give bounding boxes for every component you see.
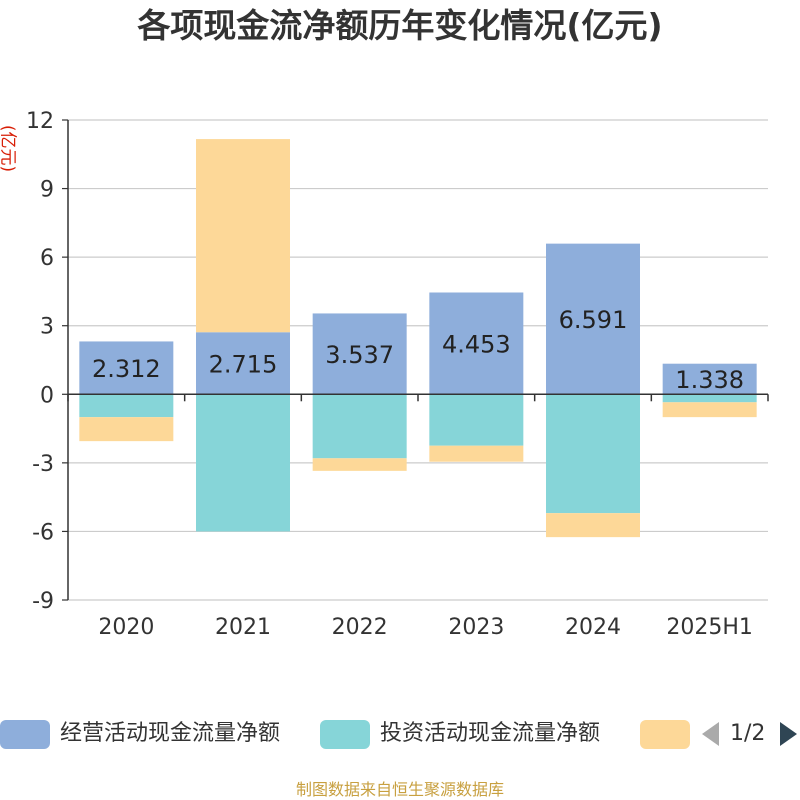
x-tick-label: 2020 bbox=[98, 615, 154, 640]
chart-title: 各项现金流净额历年变化情况(亿元) bbox=[137, 6, 663, 45]
y-tick-label: 12 bbox=[26, 109, 54, 134]
legend-pager: 1/2 bbox=[700, 716, 800, 752]
legend-next-arrow-icon[interactable] bbox=[780, 722, 797, 746]
x-tick-label: 2021 bbox=[215, 615, 271, 640]
bar-segment bbox=[662, 402, 757, 418]
bar-segment bbox=[429, 445, 524, 462]
grid-lines bbox=[68, 119, 768, 601]
bar-segment bbox=[546, 394, 640, 514]
y-tick-label: -3 bbox=[32, 452, 54, 477]
legend: 经营活动现金流量净额 投资活动现金流量净额 1/2 bbox=[0, 716, 800, 752]
data-label: 1.338 bbox=[675, 366, 744, 394]
legend-swatch-operating bbox=[0, 720, 50, 749]
bar-segment bbox=[196, 332, 290, 395]
bar-segment bbox=[662, 394, 757, 403]
data-label: 3.537 bbox=[325, 341, 394, 369]
legend-swatch-investing bbox=[320, 720, 370, 749]
data-labels: 2.312 2.715 3.537 4.453 6.591 1.338 bbox=[92, 306, 744, 394]
y-tick-label: 9 bbox=[40, 178, 54, 203]
y-tick-label: -9 bbox=[32, 589, 54, 614]
legend-prev-arrow-icon[interactable] bbox=[702, 722, 719, 746]
axes: -9 -6 -3 0 3 6 9 12 2020 2021 2022 2023 2024 2025H1 bbox=[26, 109, 769, 640]
bar-segment bbox=[79, 341, 174, 395]
y-tick-label: 3 bbox=[40, 315, 54, 340]
bar-segment bbox=[196, 394, 290, 532]
legend-swatch-financing bbox=[640, 720, 690, 749]
bar-segment bbox=[429, 394, 524, 446]
data-label: 4.453 bbox=[442, 330, 511, 358]
legend-page-indicator: 1/2 bbox=[730, 721, 766, 746]
bar-segment bbox=[429, 292, 524, 395]
data-label: 2.715 bbox=[209, 350, 278, 378]
source-note: 制图数据来自恒生聚源数据库 bbox=[295, 780, 504, 799]
x-tick-label: 2024 bbox=[565, 615, 621, 640]
y-tick-label: 6 bbox=[40, 246, 54, 271]
x-tick-label: 2025H1 bbox=[666, 615, 753, 640]
bar-segment bbox=[79, 394, 174, 418]
bar-segment bbox=[312, 458, 407, 471]
chart-plot: -9 -6 -3 0 3 6 9 12 2020 2021 2022 2023 2024 2025H1 2… bbox=[26, 109, 769, 640]
bar-segment bbox=[312, 313, 407, 395]
x-tick-label: 2022 bbox=[332, 615, 388, 640]
y-tick-label: -6 bbox=[32, 520, 54, 545]
legend-label-investing: 投资活动现金流量净额 bbox=[380, 721, 601, 746]
bar-segment bbox=[79, 417, 174, 442]
legend-label-operating: 经营活动现金流量净额 bbox=[60, 721, 281, 746]
bar-segment bbox=[312, 394, 407, 459]
data-label: 6.591 bbox=[559, 306, 628, 334]
bar-segment bbox=[546, 243, 640, 395]
bar-segment bbox=[546, 513, 640, 538]
bar-segment bbox=[196, 139, 290, 333]
bars bbox=[79, 139, 757, 538]
x-tick-label: 2023 bbox=[448, 615, 504, 640]
data-label: 2.312 bbox=[92, 355, 161, 383]
y-tick-label: 0 bbox=[40, 383, 54, 408]
bar-segment bbox=[662, 363, 757, 395]
